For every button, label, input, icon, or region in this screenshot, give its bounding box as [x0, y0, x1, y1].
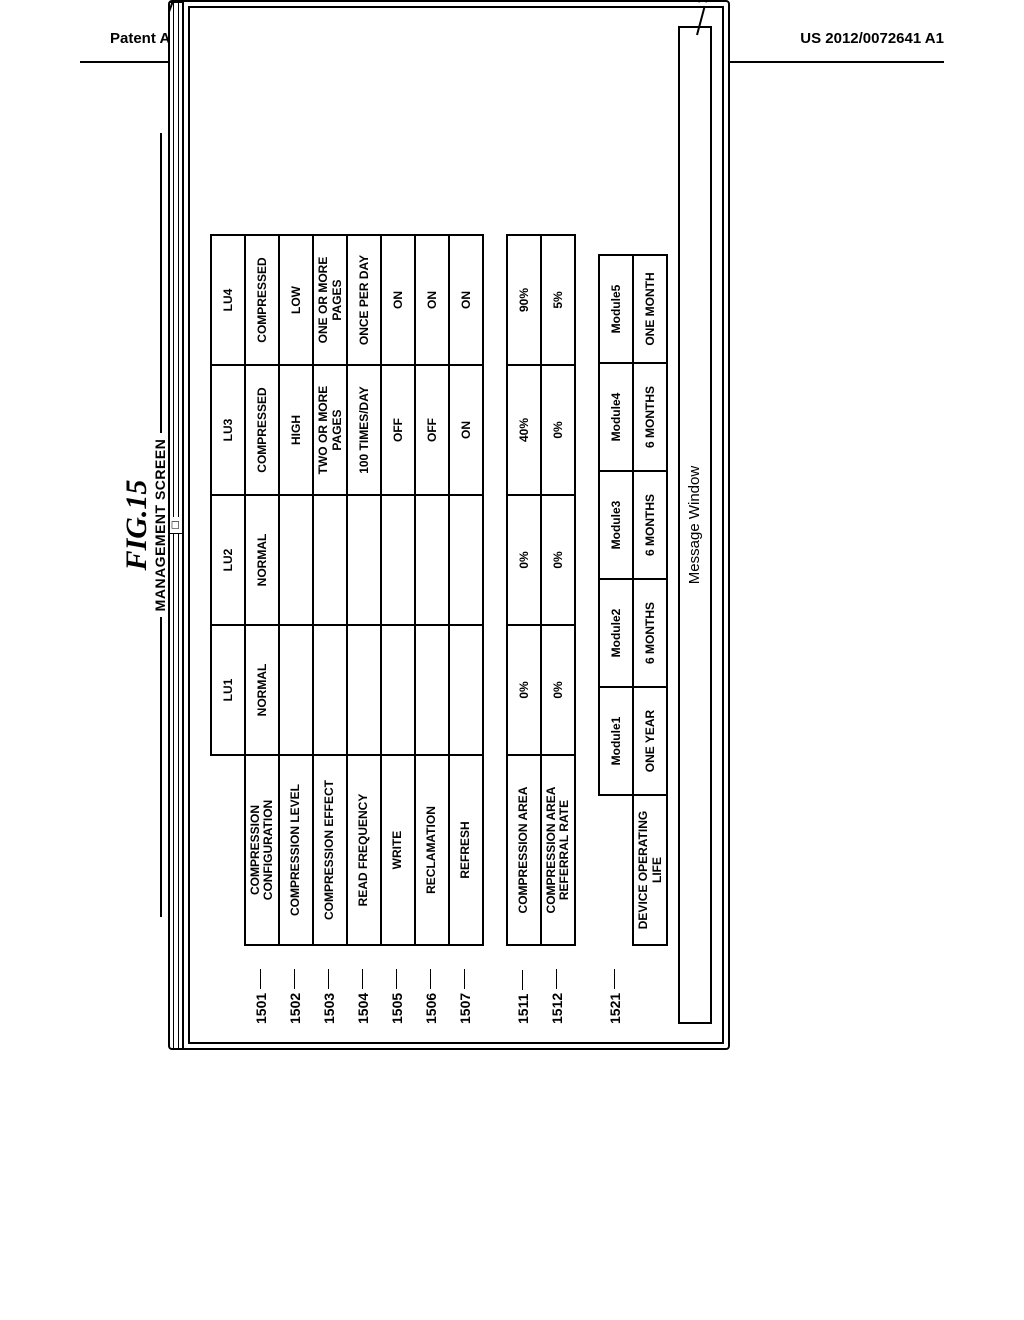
col-lu3: LU3 [211, 365, 245, 495]
message-window: Message Window 1522 [678, 26, 712, 1024]
table2-wrap: 1511 1512 COMPRESSION AREA0%0%40%90% COM… [506, 26, 576, 1024]
table-row: COMPRESSION CONFIGURATIONNORMALNORMALCOM… [245, 235, 279, 945]
ref-1502: 1502 [278, 952, 312, 1024]
col-module4: Module4 [599, 363, 633, 471]
table-row: LU1 LU2 LU3 LU4 [211, 235, 245, 945]
figure-wrapper: FIG.15 MANAGEMENT SCREEN 1550 ☐ 1501 150… [120, 140, 890, 910]
table1-refs: 1501 1502 1503 1504 1505 1506 1507 [210, 952, 482, 1024]
figure-inner: FIG.15 MANAGEMENT SCREEN 1550 ☐ 1501 150… [120, 0, 890, 1050]
table-row: REFRESHONON [449, 235, 483, 945]
figure-title: FIG.15 [120, 0, 154, 1050]
table-row: DEVICE OPERATING LIFE ONE YEAR 6 MONTHS … [633, 255, 667, 945]
table3-refs: 1521 [598, 952, 666, 1024]
col-lu1: LU1 [211, 625, 245, 755]
ref-1512: 1512 [540, 952, 574, 1024]
col-module1: Module1 [599, 687, 633, 795]
table1: LU1 LU2 LU3 LU4 COMPRESSION CONFIGURATIO… [210, 234, 484, 946]
col-module3: Module3 [599, 471, 633, 579]
screen-label: MANAGEMENT SCREEN [152, 439, 168, 612]
col-module2: Module2 [599, 579, 633, 687]
col-module5: Module5 [599, 255, 633, 363]
table1-wrap: 1501 1502 1503 1504 1505 1506 1507 LU1 L… [210, 26, 484, 1024]
table-row: RECLAMATIONOFFON [415, 235, 449, 945]
ref-1503: 1503 [312, 952, 346, 1024]
col-lu2: LU2 [211, 495, 245, 625]
window-body: 1501 1502 1503 1504 1505 1506 1507 LU1 L… [188, 6, 724, 1044]
ref-1522: 1522 [688, 0, 718, 3]
table-row: Module1 Module2 Module3 Module4 Module5 [599, 255, 633, 945]
table-row: COMPRESSION AREA0%0%40%90% [507, 235, 541, 945]
window-titlebar: ☐ [170, 2, 184, 1048]
table-row: COMPRESSION LEVELHIGHLOW [279, 235, 313, 945]
table2: COMPRESSION AREA0%0%40%90% COMPRESSION A… [506, 234, 576, 946]
ref-1521: 1521 [598, 952, 632, 1024]
ref-1505: 1505 [380, 952, 414, 1024]
ref-1507: 1507 [448, 952, 482, 1024]
table-row: COMPRESSION EFFECTTWO OR MORE PAGESONE O… [313, 235, 347, 945]
table-row: READ FREQUENCY100 TIMES/DAYONCE PER DAY [347, 235, 381, 945]
close-icon[interactable]: ☐ [170, 517, 182, 533]
table3: Module1 Module2 Module3 Module4 Module5 … [598, 254, 668, 946]
table2-refs: 1511 1512 [506, 952, 574, 1024]
management-window: 1550 ☐ 1501 1502 1503 1504 1505 1506 [168, 0, 730, 1050]
ref-1501: 1501 [244, 952, 278, 1024]
table3-wrap: 1521 Module1 Module2 Module3 Module4 Mod… [598, 26, 668, 1024]
col-lu4: LU4 [211, 235, 245, 365]
screen-label-deco: MANAGEMENT SCREEN [158, 0, 164, 1050]
ref-1511: 1511 [506, 952, 540, 1024]
table-row: COMPRESSION AREA REFERRAL RATE0%0%0%5% [541, 235, 575, 945]
ref-1506: 1506 [414, 952, 448, 1024]
table-row: WRITEOFFON [381, 235, 415, 945]
ref-1504: 1504 [346, 952, 380, 1024]
message-window-label: Message Window [686, 466, 703, 584]
